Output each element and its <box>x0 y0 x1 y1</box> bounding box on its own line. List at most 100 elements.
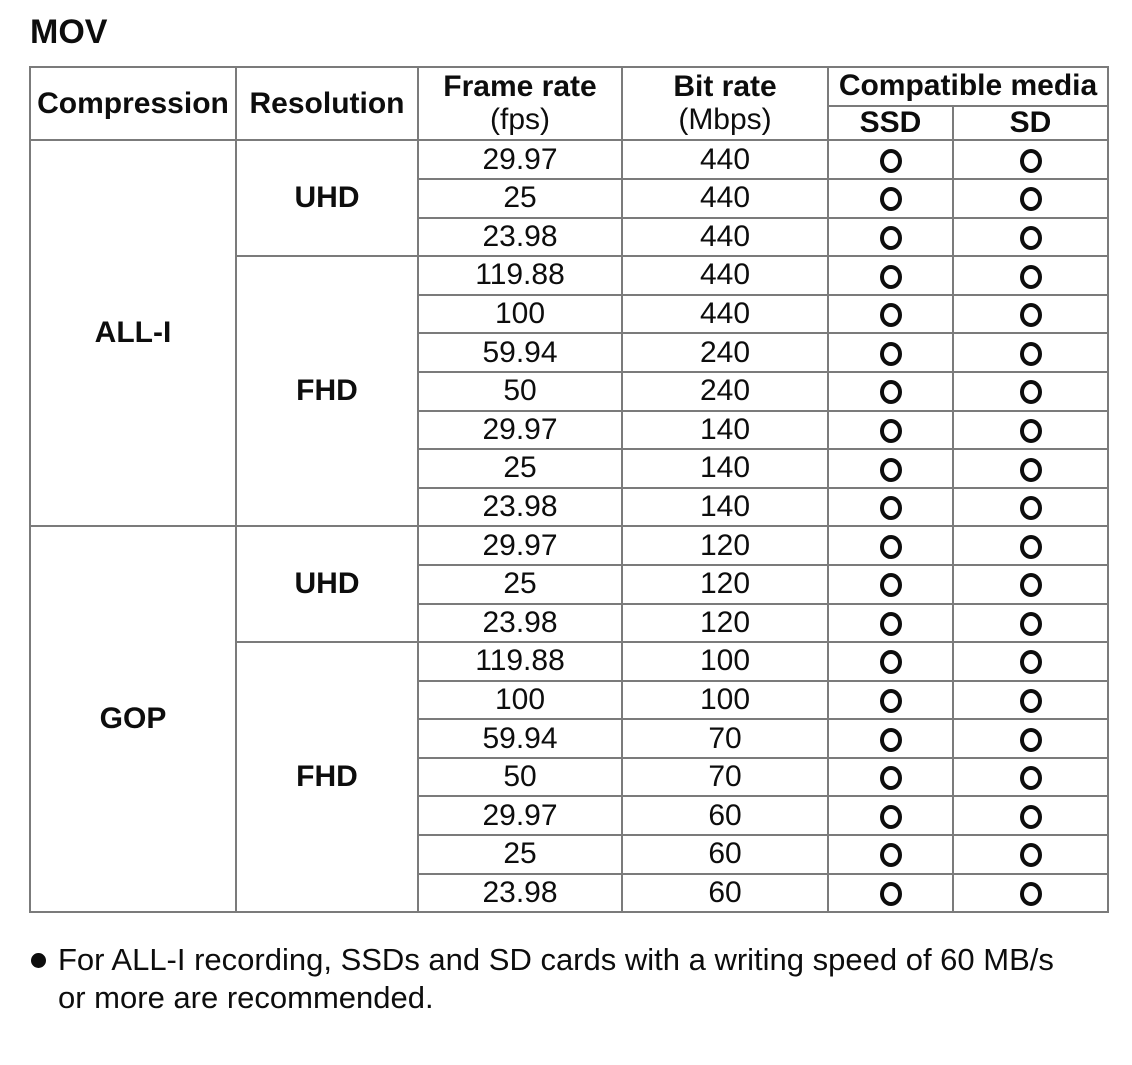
compatible-circle-icon <box>1019 843 1042 868</box>
resolution-cell: FHD <box>235 255 419 528</box>
frame-rate-value: 25 <box>417 834 623 875</box>
sd-compat-cell <box>951 872 1110 914</box>
spec-row: 59.94 240 <box>30 332 1110 373</box>
bit-rate-value: 440 <box>621 139 829 180</box>
sd-compat-cell <box>951 756 1110 798</box>
ssd-compat-cell <box>827 602 954 644</box>
ssd-compat-cell <box>827 834 954 875</box>
ssd-compat-cell <box>827 795 954 837</box>
sd-compat-cell <box>951 486 1110 528</box>
frame-rate-value: 100 <box>417 293 623 335</box>
compatible-circle-icon <box>1019 611 1042 636</box>
compatible-circle-icon <box>1019 689 1042 714</box>
ssd-compat-cell <box>827 255 954 296</box>
ssd-compat-cell <box>827 872 954 914</box>
spec-row: 25 120 <box>30 563 1110 605</box>
compatible-circle-icon <box>1019 380 1042 405</box>
spec-row: 25 60 <box>30 834 1110 875</box>
compatible-circle-icon <box>1019 573 1042 598</box>
bit-rate-value: 140 <box>621 409 829 451</box>
resolution-cell: UHD <box>235 525 419 644</box>
spec-row: 29.97 140 <box>30 409 1110 451</box>
spec-row: 50 240 <box>30 370 1110 412</box>
compatible-circle-icon <box>1019 882 1042 907</box>
compression-group-cell: GOP <box>29 525 237 914</box>
sd-compat-cell <box>951 795 1110 837</box>
spec-row: GOP UHD 29.97 120 <box>29 525 1110 914</box>
ssd-compat-cell <box>827 293 954 335</box>
compatible-circle-icon <box>1019 225 1042 250</box>
header-compression: Compression <box>29 65 237 142</box>
page-title: MOV <box>30 13 108 51</box>
spec-row: 59.94 70 <box>30 718 1110 759</box>
sd-compat-cell <box>951 370 1110 412</box>
compatible-circle-icon <box>1019 496 1042 521</box>
bit-rate-value: 70 <box>621 718 829 759</box>
sd-compat-cell <box>951 563 1110 605</box>
header-row-main: Compression Resolution Frame rate (fps) … <box>29 65 1110 142</box>
sd-compat-cell <box>951 448 1110 489</box>
header-bit-rate-unit: (Mbps) <box>678 102 772 136</box>
frame-rate-value: 50 <box>417 370 623 412</box>
compatible-circle-icon <box>879 380 902 405</box>
compatible-circle-icon <box>879 766 902 791</box>
header-bit-rate-label: Bit rate <box>673 70 777 104</box>
spec-row: ALL-I UHD 29.97 440 <box>29 139 1110 528</box>
spec-row: FHD 119.88 440 <box>30 255 1110 528</box>
spec-table-header: Compression Resolution Frame rate (fps) … <box>29 65 1110 142</box>
header-sd: SD <box>951 104 1110 142</box>
compatible-circle-icon <box>1019 418 1042 443</box>
bit-rate-value: 440 <box>621 293 829 335</box>
frame-rate-value: 23.98 <box>417 486 623 528</box>
ssd-compat-cell <box>827 216 954 258</box>
compatible-circle-icon <box>1019 727 1042 752</box>
spec-row: 25 140 <box>30 448 1110 489</box>
header-bit-rate: Bit rate (Mbps) <box>621 65 829 142</box>
sd-compat-cell <box>951 177 1110 219</box>
ssd-compat-cell <box>827 139 954 180</box>
ssd-compat-cell <box>827 370 954 412</box>
compatible-circle-icon <box>879 611 902 636</box>
sd-compat-cell <box>951 525 1110 566</box>
ssd-compat-cell <box>827 486 954 528</box>
sd-compat-cell <box>951 641 1110 682</box>
sd-compat-cell <box>951 332 1110 373</box>
ssd-compat-cell <box>827 525 954 566</box>
header-frame-rate: Frame rate (fps) <box>417 65 623 142</box>
spec-row: 100 100 <box>30 679 1110 721</box>
compatible-circle-icon <box>879 264 902 289</box>
compression-group-cell: ALL-I <box>29 139 237 528</box>
frame-rate-value: 50 <box>417 756 623 798</box>
bit-rate-value: 120 <box>621 602 829 644</box>
sd-compat-cell <box>951 293 1110 335</box>
header-frame-rate-unit: (fps) <box>490 102 550 136</box>
compatible-circle-icon <box>879 418 902 443</box>
spec-row: 23.98 140 <box>30 486 1110 528</box>
bit-rate-value: 60 <box>621 834 829 875</box>
spec-row: 23.98 440 <box>30 216 1110 258</box>
compatible-circle-icon <box>879 882 902 907</box>
sd-compat-cell <box>951 602 1110 644</box>
spec-row: 23.98 60 <box>30 872 1110 914</box>
compatible-circle-icon <box>879 496 902 521</box>
compatible-circle-icon <box>879 573 902 598</box>
sd-compat-cell <box>951 409 1110 451</box>
header-ssd: SSD <box>827 104 954 142</box>
bit-rate-value: 100 <box>621 641 829 682</box>
compatible-circle-icon <box>879 534 902 559</box>
sd-compat-cell <box>951 139 1110 180</box>
bit-rate-value: 240 <box>621 332 829 373</box>
ssd-compat-cell <box>827 756 954 798</box>
frame-rate-value: 29.97 <box>417 795 623 837</box>
ssd-compat-cell <box>827 332 954 373</box>
compatible-circle-icon <box>1019 264 1042 289</box>
header-row-media: SSD SD <box>30 104 1110 142</box>
bit-rate-value: 60 <box>621 795 829 837</box>
bit-rate-value: 120 <box>621 525 829 566</box>
bit-rate-value: 140 <box>621 448 829 489</box>
header-compatible-media: Compatible media <box>826 66 1110 107</box>
compatible-circle-icon <box>879 457 902 482</box>
ssd-compat-cell <box>827 409 954 451</box>
compatible-circle-icon <box>1019 187 1042 212</box>
ssd-compat-cell <box>827 177 954 219</box>
